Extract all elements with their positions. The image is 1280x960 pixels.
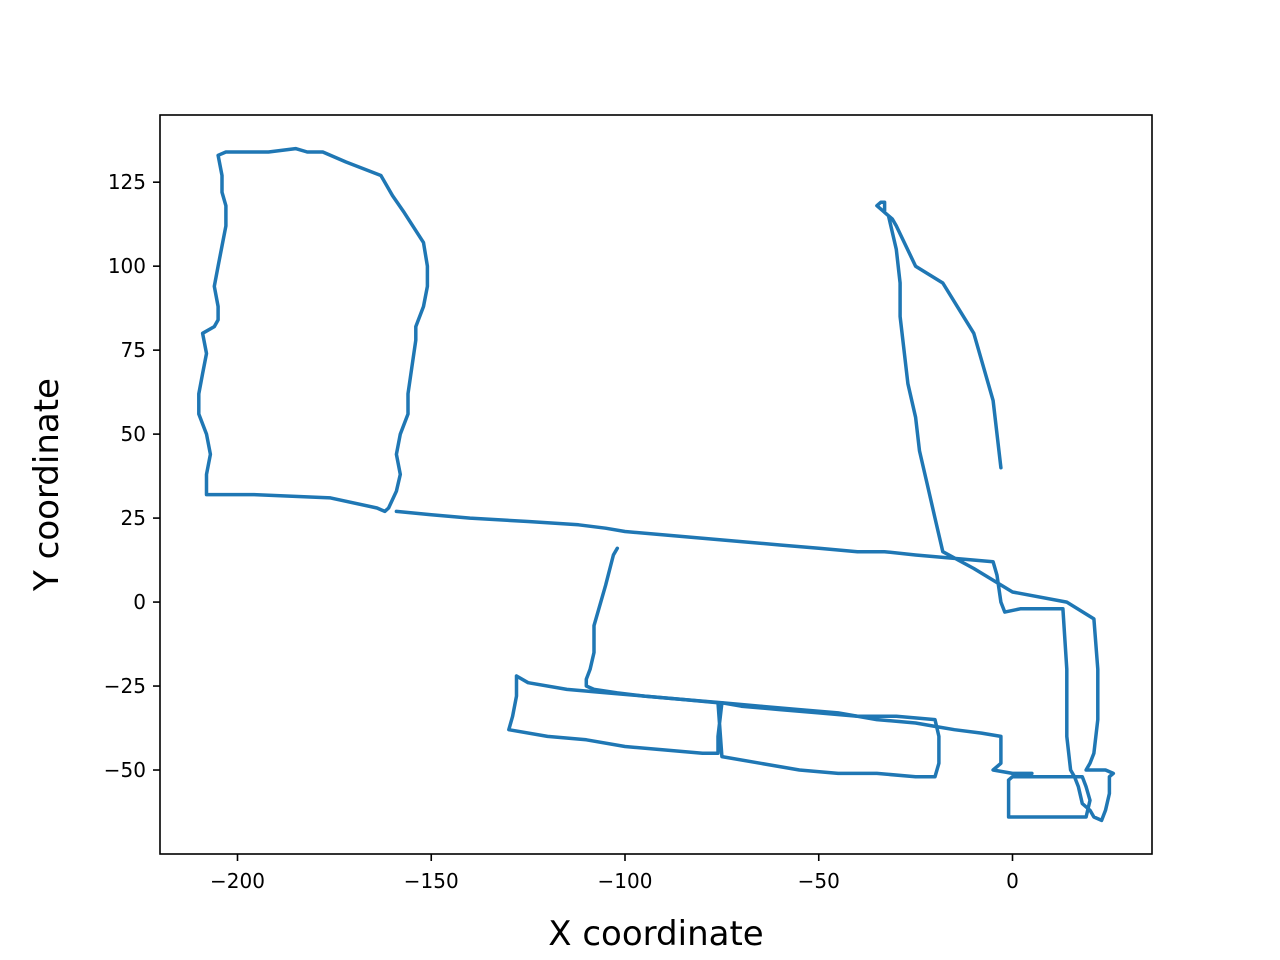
y-tick-label: −25 — [104, 674, 146, 698]
y-axis-label: Y coordinate — [27, 378, 67, 592]
y-ticks: 125 100 75 50 25 0 −25 −50 — [104, 170, 160, 782]
y-tick-label: 75 — [121, 338, 146, 362]
x-tick-label: −100 — [598, 869, 653, 893]
x-tick-label: −150 — [404, 869, 459, 893]
trajectory-line-1 — [197, 146, 430, 514]
x-tick-label: −200 — [210, 869, 265, 893]
series-layer — [197, 146, 1116, 823]
x-tick-label: −50 — [798, 869, 840, 893]
y-tick-label: 100 — [108, 254, 146, 278]
x-tick-label: 0 — [1006, 869, 1019, 893]
trajectory-line-5 — [1006, 774, 1092, 819]
y-tick-label: 50 — [121, 422, 146, 446]
plot-frame — [159, 114, 1153, 855]
y-tick-label: 125 — [108, 170, 146, 194]
y-tick-label: 0 — [133, 590, 146, 614]
y-tick-label: 25 — [121, 506, 146, 530]
trajectory-line-4 — [507, 674, 941, 779]
x-axis-label: X coordinate — [548, 914, 763, 954]
trajectory-line-3 — [584, 546, 1034, 776]
x-ticks: −200 −150 −100 −50 0 — [210, 854, 1019, 893]
y-tick-label: −50 — [104, 758, 146, 782]
trajectory-line-2 — [394, 200, 1116, 823]
